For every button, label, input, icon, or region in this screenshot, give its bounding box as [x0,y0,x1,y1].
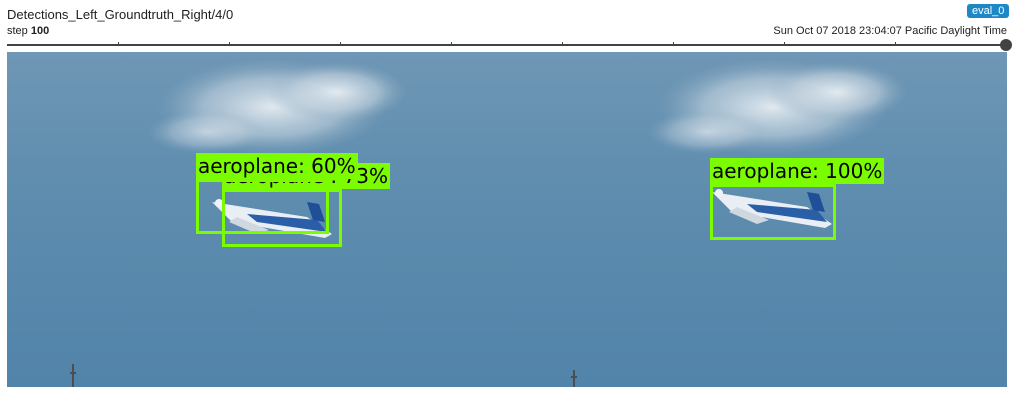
detection-box [196,179,329,234]
slider-tick [118,42,119,45]
card-title: Detections_Left_Groundtruth_Right/4/0 [7,7,234,22]
step-value: 100 [30,25,50,37]
slider-track[interactable] [7,44,1001,46]
detections-panel: aeroplane : 73% aeroplane: 60% [7,52,507,387]
slider-tick [895,42,896,45]
groundtruth-panel: aeroplane: 100% [507,52,1007,387]
slider-tick [784,42,785,45]
timestamp: Sun Oct 07 2018 23:04:07 Pacific Dayligh… [773,25,1007,37]
slider-tick [673,42,674,45]
groundtruth-label: aeroplane: 100% [710,158,885,184]
step-label: step [7,25,28,37]
slider-tick [340,42,341,45]
groundtruth-box [710,184,836,240]
slider-tick [229,42,230,45]
slider-tick [562,42,563,45]
step-slider[interactable] [7,38,1012,52]
aircraft-shape [212,199,332,238]
aircraft-shape [712,189,832,228]
run-badge: eval_0 [967,4,1010,18]
sky-photo [507,52,1007,387]
detection-image: aeroplane : 73% aeroplane: 60% [7,52,1007,387]
slider-thumb[interactable] [1000,39,1012,51]
image-card-header: Detections_Left_Groundtruth_Right/4/0 ev… [0,0,1013,52]
slider-tick [451,42,452,45]
sky-photo [7,52,507,387]
step-indicator: step 100 [7,24,49,38]
detection-box [222,189,342,247]
detection-label: aeroplane: 60% [196,153,358,179]
